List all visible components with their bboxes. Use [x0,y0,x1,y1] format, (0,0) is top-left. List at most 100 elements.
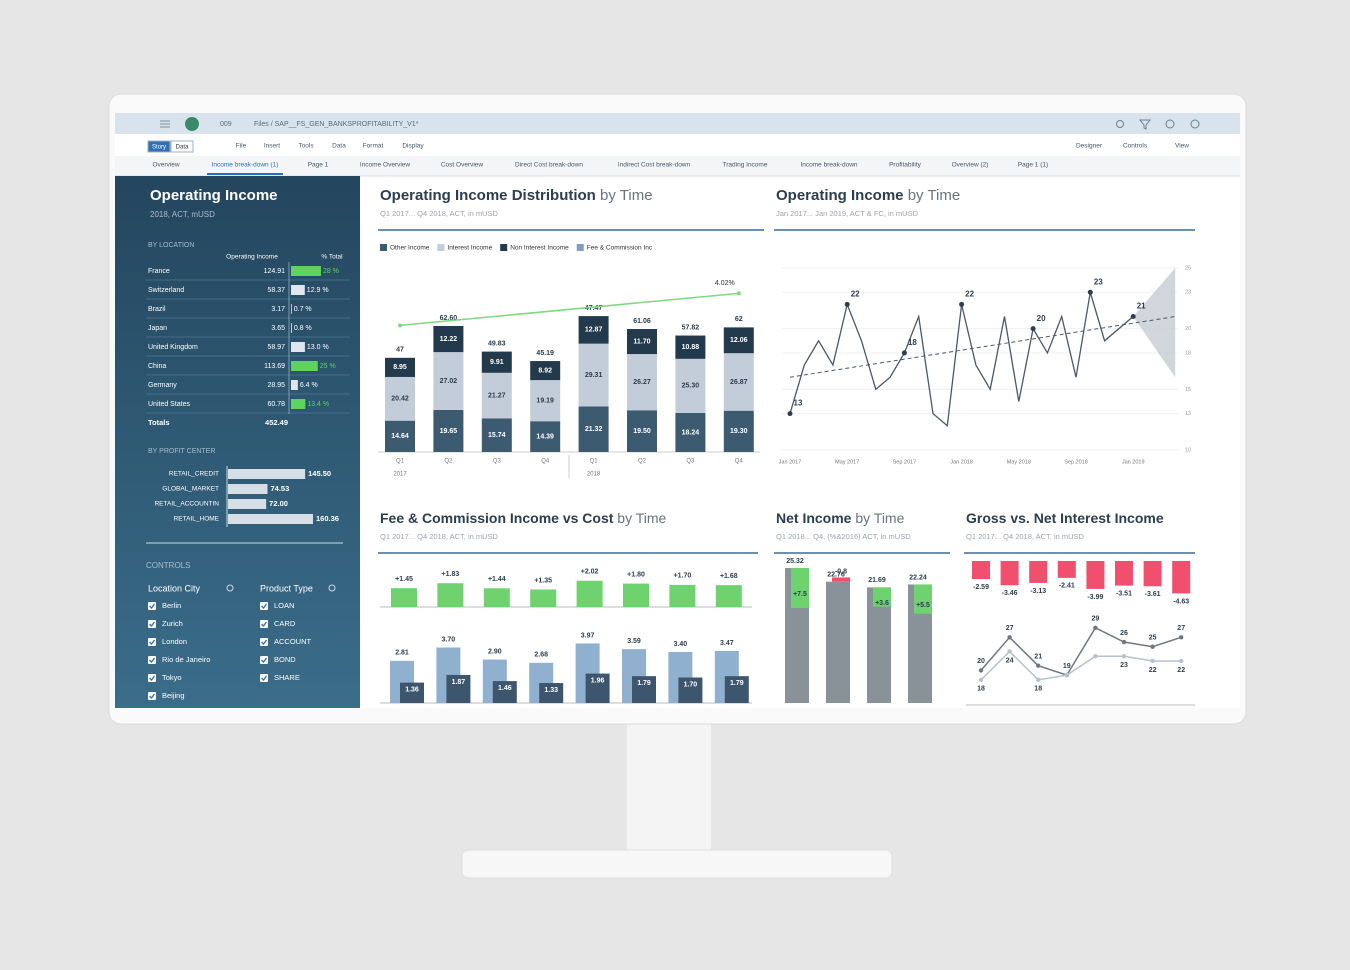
pct-bar [291,323,292,333]
profit-center-name: RETAIL_ACCOUNTIN [154,501,219,508]
point [901,350,907,356]
tab[interactable]: Income break-down (1) [212,162,279,169]
variance-label: +1.35 [534,577,552,584]
filter-item[interactable]: LOAN [274,601,294,610]
tab[interactable]: Overview (2) [952,162,989,169]
y-tick-label: 13 [1185,411,1191,417]
data-label: 21.27 [488,392,506,399]
data-label: 2.90 [488,648,502,655]
point-label: 18 [977,686,985,693]
filter-item[interactable]: Zurich [162,619,183,628]
menu-icon[interactable] [160,120,170,128]
data-label: 8.95 [393,364,407,371]
filter-item[interactable]: Berlin [162,601,181,610]
location-name: United States [148,401,191,408]
bar [678,677,703,703]
mode-label[interactable]: Data [176,145,189,151]
checkbox[interactable] [260,602,268,610]
mode-button[interactable] [147,140,171,153]
tab[interactable]: Page 1 [308,162,329,169]
tab[interactable]: Profitability [889,162,922,169]
total-label: Totals [148,418,170,427]
point [1179,635,1184,640]
x-tick-label: Q2 [638,459,647,465]
tab[interactable]: Income Overview [360,162,411,169]
bar [632,676,656,703]
tab[interactable]: Overview [152,162,179,169]
search-icon[interactable] [328,584,336,592]
location-value: 124.91 [264,268,286,275]
menu-item[interactable]: Format [363,143,384,150]
toolbar-button[interactable]: Controls [1123,143,1148,150]
delta-bar [873,587,891,607]
checkbox[interactable] [148,620,156,628]
filter-item[interactable]: SHARE [274,673,300,682]
filter-item[interactable]: BOND [274,655,296,664]
profit-center-value: 74.53 [271,484,290,493]
filter-item[interactable]: CARD [274,619,296,628]
mode-label[interactable]: Story [152,145,166,151]
tab[interactable]: Trading Income [723,162,768,169]
menu-item[interactable]: Data [332,143,346,150]
toolbar-button[interactable]: View [1175,143,1189,150]
search-icon[interactable] [226,584,234,592]
checkbox[interactable] [148,656,156,664]
checkbox[interactable] [148,692,156,700]
menu-item[interactable]: Display [402,143,424,150]
profit-center-name: RETAIL_CREDIT [169,471,219,478]
tab[interactable]: Income break-down [800,162,857,169]
menu-item[interactable]: Insert [264,143,280,150]
pct-label: 0.7 % [294,306,312,313]
tab[interactable]: Cost Overview [441,162,484,169]
pct-bar [291,304,292,314]
point-label: 18 [1034,686,1042,693]
bar-segment [433,409,464,452]
avatar[interactable] [185,117,199,131]
checkbox[interactable] [148,602,156,610]
point [1150,644,1155,649]
data-label: 3.70 [442,636,456,643]
bar-segment [675,358,706,413]
delta-bar [914,584,932,614]
tab[interactable]: Direct Cost break-down [515,162,583,169]
menu-item[interactable]: Tools [298,143,314,150]
checkbox[interactable] [148,674,156,682]
check [261,621,268,627]
shell-icons[interactable] [1116,119,1200,130]
data-label: 1.96 [591,677,605,684]
bar [492,681,517,703]
location-name: Brazil [148,306,166,313]
filter-item[interactable]: Tokyo [162,673,182,682]
checkbox[interactable] [148,638,156,646]
filter-item[interactable]: Rio de Janeiro [162,655,210,664]
tab[interactable]: Page 1 (1) [1018,162,1048,169]
bar [1115,561,1133,586]
menu-item[interactable]: File [236,143,247,150]
profit-center-bar [228,499,267,509]
toolbar-button[interactable]: Designer [1076,143,1103,150]
location-name: Switzerland [148,287,184,294]
chart-subtitle: Q1 2018... Q4, (%&2016) ACT, in mUSD [776,532,911,541]
point [978,668,984,673]
checkbox[interactable] [260,638,268,646]
tab[interactable]: Indirect Cost break-down [618,162,691,169]
data-label: 25.32 [786,558,804,565]
x-tick-label: Sep 2017 [893,459,917,465]
variance-bar [576,580,603,607]
variance-label: +1.45 [395,576,413,583]
mode-button[interactable] [170,140,194,153]
bar-segment [433,352,464,410]
data-label: 15.74 [488,432,506,439]
data-label: -3.61 [1145,591,1161,598]
legend-swatch [380,244,387,251]
point [1093,654,1098,659]
filter-item[interactable]: Beijing [162,691,185,700]
filter-item[interactable]: London [162,637,187,646]
chart-title-main: Gross vs. Net Interest Income [966,510,1164,526]
filter-item[interactable]: ACCOUNT [274,637,312,646]
checkbox[interactable] [260,620,268,628]
data-label: 2.81 [395,650,409,657]
checkbox[interactable] [260,674,268,682]
data-label: 11.70 [633,338,650,345]
checkbox[interactable] [260,656,268,664]
